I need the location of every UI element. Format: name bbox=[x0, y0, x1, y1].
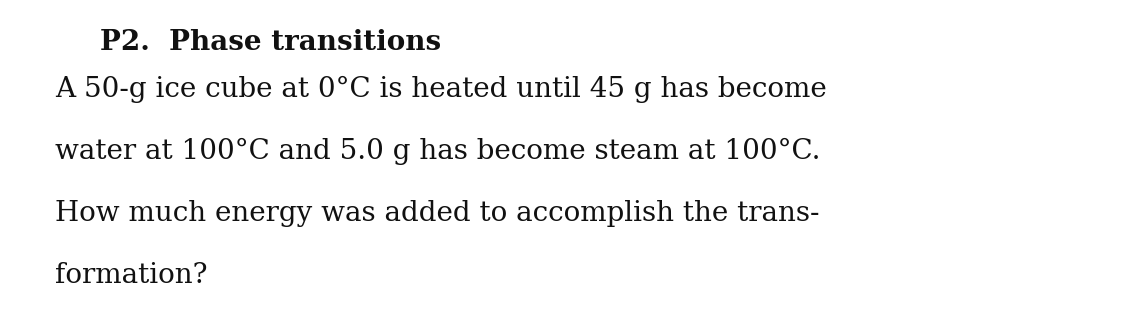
Text: formation?: formation? bbox=[55, 262, 207, 289]
Text: water at 100°C and 5.0 g has become steam at 100°C.: water at 100°C and 5.0 g has become stea… bbox=[55, 138, 821, 165]
Text: A 50-g ice cube at 0°C is heated until 45 g has become: A 50-g ice cube at 0°C is heated until 4… bbox=[55, 76, 826, 103]
Text: How much energy was added to accomplish the trans-: How much energy was added to accomplish … bbox=[55, 200, 819, 227]
Text: P2.  Phase transitions: P2. Phase transitions bbox=[100, 29, 441, 56]
